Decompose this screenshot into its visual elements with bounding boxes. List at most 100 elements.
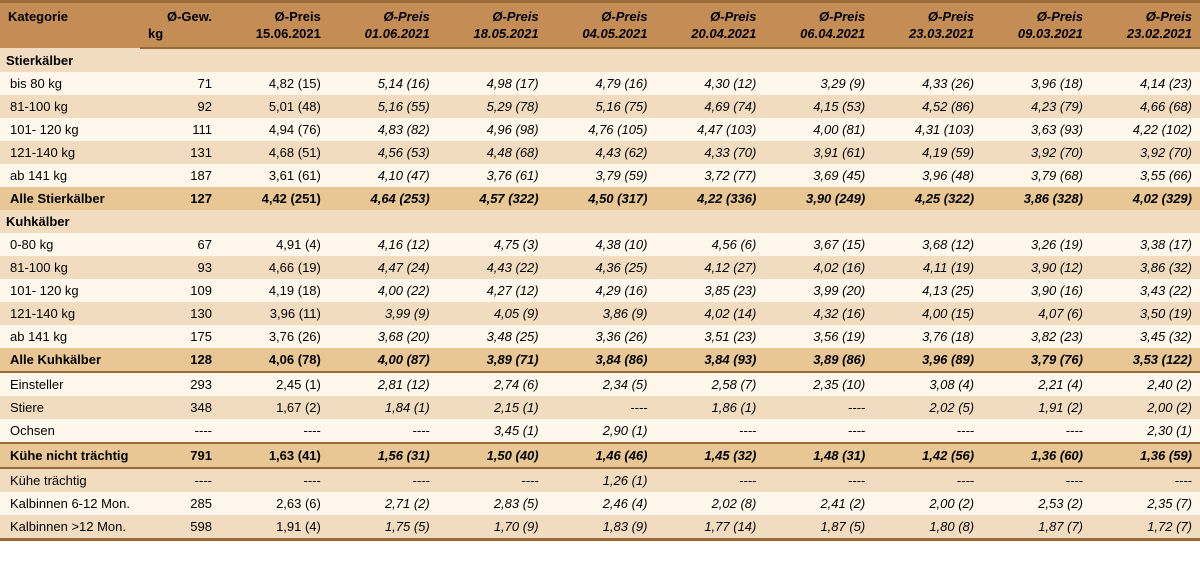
row-value: ---- (329, 419, 438, 443)
row-value: ---- (764, 396, 873, 419)
row-value: 1,87 (7) (982, 515, 1091, 540)
header-row-sub: kg 15.06.2021 01.06.2021 18.05.2021 04.0… (0, 26, 1200, 48)
table-row: bis 80 kg714,82 (15)5,14 (16)4,98 (17)4,… (0, 72, 1200, 95)
row-value: 4,22 (336) (656, 187, 765, 210)
row-label: ab 141 kg (0, 325, 140, 348)
row-value: 1,87 (5) (764, 515, 873, 540)
row-value: 3,99 (9) (329, 302, 438, 325)
table-row: 81-100 kg925,01 (48)5,16 (55)5,29 (78)5,… (0, 95, 1200, 118)
row-value: 2,00 (2) (1091, 396, 1200, 419)
row-value: 4,14 (23) (1091, 72, 1200, 95)
row-label: 101- 120 kg (0, 279, 140, 302)
table-row: 101- 120 kg1094,19 (18)4,00 (22)4,27 (12… (0, 279, 1200, 302)
row-value: 3,48 (25) (438, 325, 547, 348)
row-value: 3,45 (1) (438, 419, 547, 443)
table-row: Stiere3481,67 (2)1,84 (1)2,15 (1)----1,8… (0, 396, 1200, 419)
row-value: 3,89 (86) (764, 348, 873, 372)
table-row: 0-80 kg674,91 (4)4,16 (12)4,75 (3)4,38 (… (0, 233, 1200, 256)
row-value: 2,81 (12) (329, 372, 438, 396)
row-value: ---- (764, 419, 873, 443)
row-weight: 598 (140, 515, 220, 540)
row-weight: 348 (140, 396, 220, 419)
table-row: Einsteller2932,45 (1)2,81 (12)2,74 (6)2,… (0, 372, 1200, 396)
row-value: 4,76 (105) (547, 118, 656, 141)
row-value: 1,42 (56) (873, 443, 982, 468)
row-value: 2,58 (7) (656, 372, 765, 396)
row-label: Stiere (0, 396, 140, 419)
col-weight-top: Ø-Gew. (140, 2, 220, 27)
row-label: ab 141 kg (0, 164, 140, 187)
row-value: 2,45 (1) (220, 372, 329, 396)
row-value: 1,72 (7) (1091, 515, 1200, 540)
row-weight: 175 (140, 325, 220, 348)
row-value: 1,91 (4) (220, 515, 329, 540)
table-row: Kalbinnen 6-12 Mon.2852,63 (6)2,71 (2)2,… (0, 492, 1200, 515)
row-weight: 293 (140, 372, 220, 396)
row-value: 3,55 (66) (1091, 164, 1200, 187)
row-value: ---- (220, 468, 329, 492)
row-value: 3,69 (45) (764, 164, 873, 187)
row-label: 121-140 kg (0, 302, 140, 325)
row-value: 4,02 (329) (1091, 187, 1200, 210)
row-value: 3,26 (19) (982, 233, 1091, 256)
row-value: 4,43 (62) (547, 141, 656, 164)
row-value: 4,10 (47) (329, 164, 438, 187)
row-label: 101- 120 kg (0, 118, 140, 141)
section-title: Kuhkälber (0, 210, 1200, 233)
row-weight: 111 (140, 118, 220, 141)
row-value: 1,63 (41) (220, 443, 329, 468)
table-row: 81-100 kg934,66 (19)4,47 (24)4,43 (22)4,… (0, 256, 1200, 279)
section-title: Stierkälber (0, 48, 1200, 72)
row-value: 1,70 (9) (438, 515, 547, 540)
table-row: 121-140 kg1303,96 (11)3,99 (9)4,05 (9)3,… (0, 302, 1200, 325)
row-value: 1,84 (1) (329, 396, 438, 419)
row-value: 3,36 (26) (547, 325, 656, 348)
row-weight: 109 (140, 279, 220, 302)
row-value: ---- (547, 396, 656, 419)
row-value: 4,50 (317) (547, 187, 656, 210)
row-value: 1,45 (32) (656, 443, 765, 468)
row-value: ---- (329, 468, 438, 492)
row-value: 4,96 (98) (438, 118, 547, 141)
col-price-8: Ø-Preis (1091, 2, 1200, 27)
col-date-2: 18.05.2021 (438, 26, 547, 48)
row-weight: 131 (140, 141, 220, 164)
col-date-6: 23.03.2021 (873, 26, 982, 48)
row-value: 4,36 (25) (547, 256, 656, 279)
row-value: 4,83 (82) (329, 118, 438, 141)
table-row: 121-140 kg1314,68 (51)4,56 (53)4,48 (68)… (0, 141, 1200, 164)
row-value: 4,16 (12) (329, 233, 438, 256)
row-value: 3,90 (16) (982, 279, 1091, 302)
row-label: 81-100 kg (0, 256, 140, 279)
row-value: 2,21 (4) (982, 372, 1091, 396)
row-value: 1,50 (40) (438, 443, 547, 468)
section-header: Stierkälber (0, 48, 1200, 72)
row-value: ---- (873, 419, 982, 443)
row-label: 121-140 kg (0, 141, 140, 164)
row-value: 4,94 (76) (220, 118, 329, 141)
row-value: 3,72 (77) (656, 164, 765, 187)
row-label: Kalbinnen 6-12 Mon. (0, 492, 140, 515)
row-value: 1,56 (31) (329, 443, 438, 468)
row-value: ---- (982, 419, 1091, 443)
row-value: 4,22 (102) (1091, 118, 1200, 141)
row-value: 3,76 (26) (220, 325, 329, 348)
row-label: Einsteller (0, 372, 140, 396)
row-value: 4,82 (15) (220, 72, 329, 95)
row-value: 3,89 (71) (438, 348, 547, 372)
row-value: 3,96 (48) (873, 164, 982, 187)
row-value: ---- (873, 468, 982, 492)
row-value: 3,91 (61) (764, 141, 873, 164)
row-value: 4,25 (322) (873, 187, 982, 210)
table-row: ab 141 kg1753,76 (26)3,68 (20)3,48 (25)3… (0, 325, 1200, 348)
row-value: 3,50 (19) (1091, 302, 1200, 325)
row-value: 4,66 (68) (1091, 95, 1200, 118)
row-value: 2,83 (5) (438, 492, 547, 515)
col-category: Kategorie (0, 2, 140, 49)
row-value: 3,76 (18) (873, 325, 982, 348)
table-row: Kühe nicht trächtig7911,63 (41)1,56 (31)… (0, 443, 1200, 468)
row-value: 3,90 (249) (764, 187, 873, 210)
col-price-6: Ø-Preis (873, 2, 982, 27)
row-value: 4,05 (9) (438, 302, 547, 325)
row-value: 4,75 (3) (438, 233, 547, 256)
